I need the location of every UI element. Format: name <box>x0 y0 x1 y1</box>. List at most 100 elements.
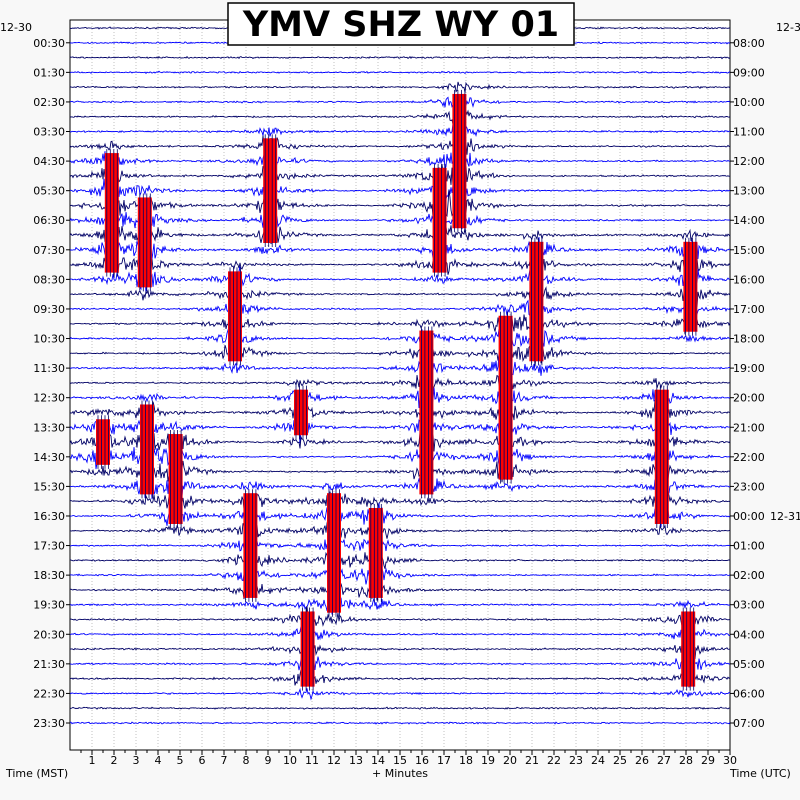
left-tick-label: 22:30 <box>33 687 65 700</box>
clipped-signal <box>529 241 544 362</box>
right-tick-label: 18:00 <box>733 333 765 346</box>
x-tick-label: 28 <box>679 754 693 767</box>
trace-line <box>69 205 731 233</box>
trace-line <box>69 81 731 93</box>
right-tick-label: 01:00 <box>733 540 765 553</box>
x-tick-label: 3 <box>133 754 140 767</box>
trace-line <box>69 355 730 376</box>
left-tick-label: 00:30 <box>33 37 65 50</box>
right-tick-label: 22:00 <box>733 451 765 464</box>
clipped-signal <box>294 389 308 436</box>
trace-line <box>69 178 731 202</box>
trace-line <box>69 663 731 688</box>
clipped-signal <box>327 493 341 613</box>
right-tick-label: 05:00 <box>733 658 765 671</box>
left-tick-label: 16:30 <box>33 510 65 523</box>
left-tick-label: 07:30 <box>33 244 65 257</box>
clipped-signal <box>228 271 242 362</box>
seismic-traces <box>69 26 731 725</box>
left-axis-label: Time (MST) <box>5 767 68 780</box>
right-tick-label: 06:00 <box>733 687 765 700</box>
x-tick-label: 9 <box>265 754 272 767</box>
x-tick-label: 13 <box>349 754 363 767</box>
x-tick-label: 20 <box>503 754 517 767</box>
trace-line <box>69 312 731 336</box>
right-tick-label: 17:00 <box>733 303 765 316</box>
trace-line <box>69 518 731 540</box>
x-tick-label: 17 <box>437 754 451 767</box>
left-tick-label: 15:30 <box>33 480 65 493</box>
x-tick-label: 11 <box>305 754 319 767</box>
trace-line <box>69 188 731 220</box>
trace-line <box>69 285 731 308</box>
trace-line <box>69 135 731 159</box>
clipped-signal <box>263 138 278 244</box>
right-tick-label: 04:00 <box>733 628 765 641</box>
x-tick-label: 23 <box>569 754 583 767</box>
trace-line <box>69 109 731 128</box>
left-tick-label: 06:30 <box>33 214 65 227</box>
chart-title: YMV SHZ WY 01 <box>242 5 559 45</box>
x-tick-label: 22 <box>547 754 561 767</box>
left-tick-label: 03:30 <box>33 126 65 139</box>
left-tick-label: 18:30 <box>33 569 65 582</box>
trace-line <box>69 550 731 574</box>
clipped-signal <box>654 389 669 524</box>
left-tick-label: 09:30 <box>33 303 65 316</box>
left-tick-label: 17:30 <box>33 540 65 553</box>
x-tick-label: 16 <box>415 754 429 767</box>
right-axis-label: Time (UTC) <box>729 767 791 780</box>
left-tick-label: 23:30 <box>33 717 65 730</box>
x-tick-label: 15 <box>393 754 407 767</box>
x-tick-label: 26 <box>635 754 649 767</box>
trace-line <box>69 579 731 601</box>
x-tick-label: 27 <box>657 754 671 767</box>
left-tick-label: 01:30 <box>33 66 65 79</box>
trace-line <box>69 325 731 354</box>
trace-line <box>70 96 731 113</box>
trace-line <box>69 386 731 409</box>
x-tick-label: 10 <box>283 754 297 767</box>
left-tick-label: 10:30 <box>33 333 65 346</box>
left-tick-label: 13:30 <box>33 421 65 434</box>
right-tick-label: 14:00 <box>733 214 765 227</box>
right-tick-label: 19:00 <box>733 362 765 375</box>
left-tick-label: 05:30 <box>33 185 65 198</box>
trace-line <box>70 624 731 649</box>
clipped-signal <box>140 404 154 495</box>
right-time-axis: 08:00 09:00 10:00 11:00 12:00 13:00 14:00 15:00… <box>730 37 800 730</box>
x-tick-label: 8 <box>243 754 250 767</box>
x-tick-label: 18 <box>459 754 473 767</box>
trace-line <box>69 70 731 75</box>
x-tick-label: 5 <box>177 754 184 767</box>
right-tick-label: 08:00 <box>733 37 765 50</box>
minutes-axis: 1 2 3 4 5 6 7 8 9 10 11 12 13 14 15 16 17 18 19 20 21 22 23 24 2… <box>80 750 737 767</box>
x-tick-label: 6 <box>199 754 206 767</box>
x-tick-label: 14 <box>371 754 385 767</box>
clipped-signal <box>243 493 258 598</box>
right-tick-label: 21:00 <box>733 421 765 434</box>
plot-frame <box>69 19 731 751</box>
x-axis-label: + Minutes <box>372 767 428 780</box>
x-tick-label: 12 <box>327 754 341 767</box>
right-tick-label: 02:00 <box>733 569 765 582</box>
clipped-signal <box>168 434 183 524</box>
x-tick-label: 30 <box>723 754 737 767</box>
right-tick-label: 00:00 <box>733 510 765 523</box>
x-tick-label: 25 <box>613 754 627 767</box>
trace-line <box>69 221 731 249</box>
right-tick-label: 15:00 <box>733 244 765 257</box>
trace-line <box>69 266 731 294</box>
trace-line <box>69 592 731 615</box>
right-tick-label: 23:00 <box>733 480 765 493</box>
x-tick-label: 29 <box>701 754 715 767</box>
clipped-signal <box>419 330 434 495</box>
trace-line <box>69 147 731 172</box>
right-tick-label: 16:00 <box>733 273 765 286</box>
right-tick-label: 03:00 <box>733 599 765 612</box>
clipped-signal <box>681 611 696 687</box>
x-tick-label: 1 <box>89 754 96 767</box>
left-date-label: 12-30 <box>0 21 32 34</box>
trace-line <box>69 374 731 395</box>
